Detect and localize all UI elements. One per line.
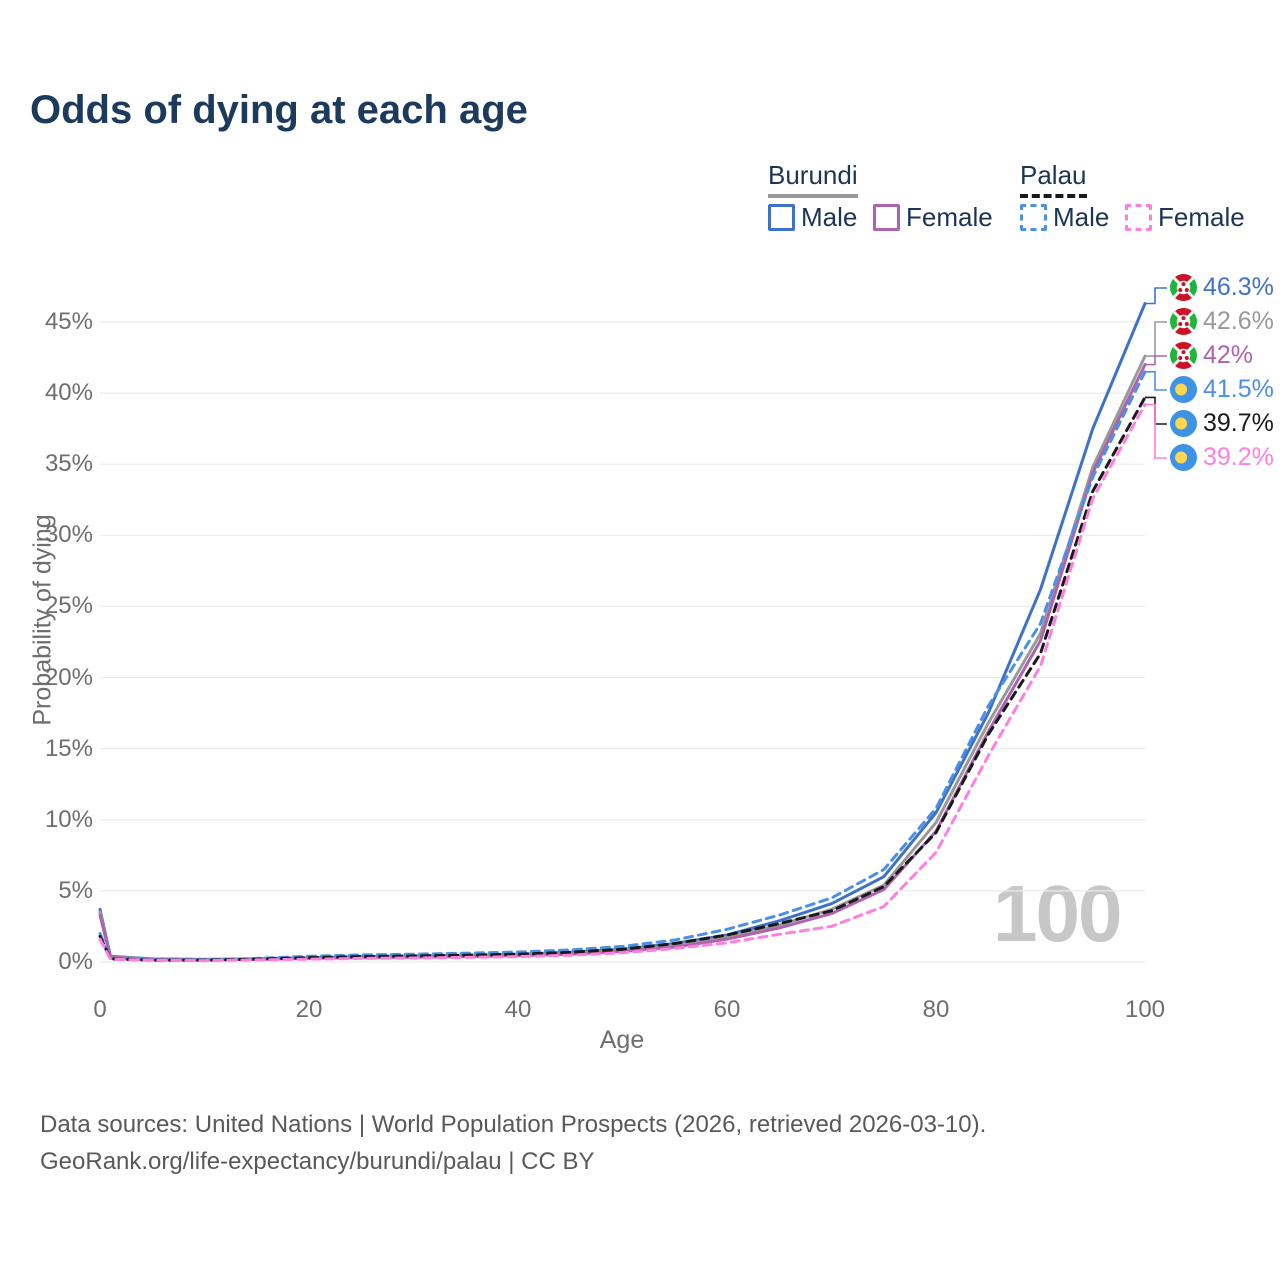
- x-axis-title: Age: [599, 1026, 645, 1054]
- license-line: GeoRank.org/life-expectancy/burundi/pala…: [40, 1148, 595, 1175]
- page-title: Odds of dying at each age: [30, 88, 528, 132]
- line-chart-svg: [98, 287, 1167, 963]
- end-label-connector: [1145, 355, 1167, 366]
- legend-label: Female: [1158, 202, 1245, 232]
- legend-swatch-burundi-female: [873, 204, 900, 231]
- y-tick-label: 0%: [58, 948, 93, 975]
- legend-header-burundi: Burundi: [768, 160, 858, 198]
- end-label-connector: [1145, 396, 1167, 425]
- legend-swatch-burundi-male: [768, 204, 795, 231]
- burundi-flag-icon: [1170, 342, 1197, 369]
- palau-flag-icon: [1170, 410, 1197, 437]
- legend-group-burundi: Burundi: [768, 160, 858, 198]
- end-label-connector: [1145, 287, 1167, 305]
- legend-item-palau-male[interactable]: Male: [1020, 202, 1109, 233]
- legend-label: Female: [906, 202, 993, 232]
- end-label-burundi-male: 46.3%: [1170, 273, 1274, 302]
- legend-item-palau-female[interactable]: Female: [1125, 202, 1245, 233]
- legend-item-burundi-male[interactable]: Male: [768, 202, 857, 233]
- x-tick-label: 40: [504, 996, 532, 1023]
- x-tick-label: 20: [295, 996, 323, 1023]
- end-label-burundi-female: 42%: [1170, 341, 1253, 370]
- y-tick-label: 20%: [44, 663, 93, 691]
- end-label-palau-female: 39.2%: [1170, 443, 1274, 472]
- series-line-burundi-female[interactable]: [98, 363, 1147, 962]
- legend-group-palau: Palau: [1020, 160, 1087, 198]
- x-tick-label: 100: [1124, 996, 1166, 1023]
- series-line-burundi-both[interactable]: [98, 354, 1147, 962]
- y-tick-label: 30%: [44, 521, 93, 549]
- legend-label: Male: [1053, 202, 1110, 232]
- legend-item-burundi-female[interactable]: Female: [873, 202, 993, 233]
- burundi-flag-icon: [1170, 308, 1197, 335]
- end-label-value: 41.5%: [1203, 375, 1274, 403]
- y-tick-label: 15%: [44, 734, 93, 762]
- x-tick-label: 0: [93, 996, 107, 1023]
- y-tick-label: 35%: [44, 450, 93, 478]
- x-tick-label: 80: [922, 996, 950, 1023]
- end-label-value: 46.3%: [1203, 273, 1274, 301]
- end-label-connector: [1145, 403, 1167, 459]
- series-line-palau-female[interactable]: [98, 403, 1147, 963]
- palau-flag-icon: [1170, 444, 1197, 471]
- y-tick-label: 45%: [44, 307, 93, 335]
- end-label-value: 42%: [1203, 341, 1254, 369]
- series-line-palau-male[interactable]: [98, 370, 1147, 962]
- end-label-connector: [1145, 321, 1167, 357]
- burundi-flag-icon: [1170, 274, 1197, 301]
- series-line-burundi-male[interactable]: [98, 302, 1147, 961]
- y-tick-label: 5%: [58, 876, 93, 904]
- age-watermark: 100: [993, 869, 1122, 958]
- legend-swatch-palau-male: [1020, 204, 1047, 231]
- plot-area: [98, 285, 1167, 963]
- x-tick-label: 60: [713, 996, 741, 1023]
- legend-label: Male: [801, 202, 858, 232]
- end-label-value: 42.6%: [1203, 307, 1274, 335]
- y-tick-label: 10%: [44, 805, 93, 833]
- palau-flag-icon: [1170, 376, 1197, 403]
- series-line-palau-both[interactable]: [98, 395, 1147, 962]
- data-sources-line: Data sources: United Nations | World Pop…: [40, 1111, 987, 1138]
- footer-attribution: Data sources: United Nations | World Pop…: [40, 1106, 986, 1180]
- y-tick-label: 40%: [44, 379, 93, 407]
- end-label-palau-male: 41.5%: [1170, 375, 1274, 404]
- end-label-value: 39.2%: [1203, 443, 1274, 471]
- end-label-value: 39.7%: [1203, 409, 1274, 437]
- end-label-burundi-both: 42.6%: [1170, 307, 1274, 336]
- legend-swatch-palau-female: [1125, 204, 1152, 231]
- y-tick-label: 25%: [44, 592, 93, 620]
- legend-header-palau: Palau: [1020, 160, 1087, 198]
- end-label-connector: [1145, 371, 1167, 391]
- end-label-palau-both: 39.7%: [1170, 409, 1274, 438]
